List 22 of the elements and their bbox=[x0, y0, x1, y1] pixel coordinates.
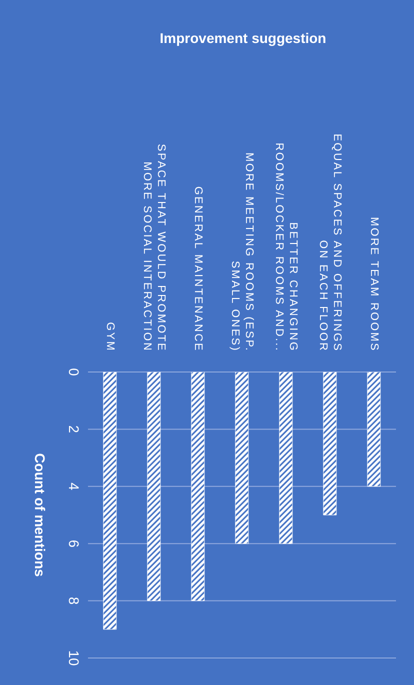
bar bbox=[147, 372, 161, 602]
y-tick-label: 10 bbox=[66, 650, 82, 666]
x-tick-label: GYM bbox=[104, 322, 116, 352]
y-tick-label: 6 bbox=[66, 540, 82, 548]
x-tick-label: MORE TEAM ROOMS bbox=[368, 216, 380, 352]
y-tick-label: 0 bbox=[66, 368, 82, 376]
y-tick-label: 8 bbox=[66, 596, 82, 605]
bar bbox=[235, 372, 249, 544]
bar bbox=[367, 372, 381, 487]
bar bbox=[191, 372, 205, 602]
chart-title: Improvement suggestion bbox=[158, 30, 328, 46]
x-tick-label: MORE MEETING ROOMS (ESP. SMALL ONES) bbox=[229, 152, 255, 352]
y-tick-label: 2 bbox=[66, 425, 82, 434]
bar bbox=[103, 372, 117, 630]
x-tick-label: BETTER CHANGING ROOMS/LOCKER ROOMS AND... bbox=[273, 142, 299, 352]
bar bbox=[323, 372, 337, 516]
y-axis-title: Count of mentions bbox=[32, 453, 48, 578]
x-tick-label: SPACE THAT WOULD PROMOTE MORE SOCIAL INTERACTION bbox=[141, 144, 167, 352]
bar bbox=[279, 372, 293, 544]
x-tick-label: GENERAL MAINTENANCE bbox=[192, 186, 204, 352]
x-tick-label: EQUAL SPACES AND OFFERINGS ON EACH FLOOR bbox=[317, 134, 343, 352]
y-tick-label: 4 bbox=[66, 482, 82, 490]
